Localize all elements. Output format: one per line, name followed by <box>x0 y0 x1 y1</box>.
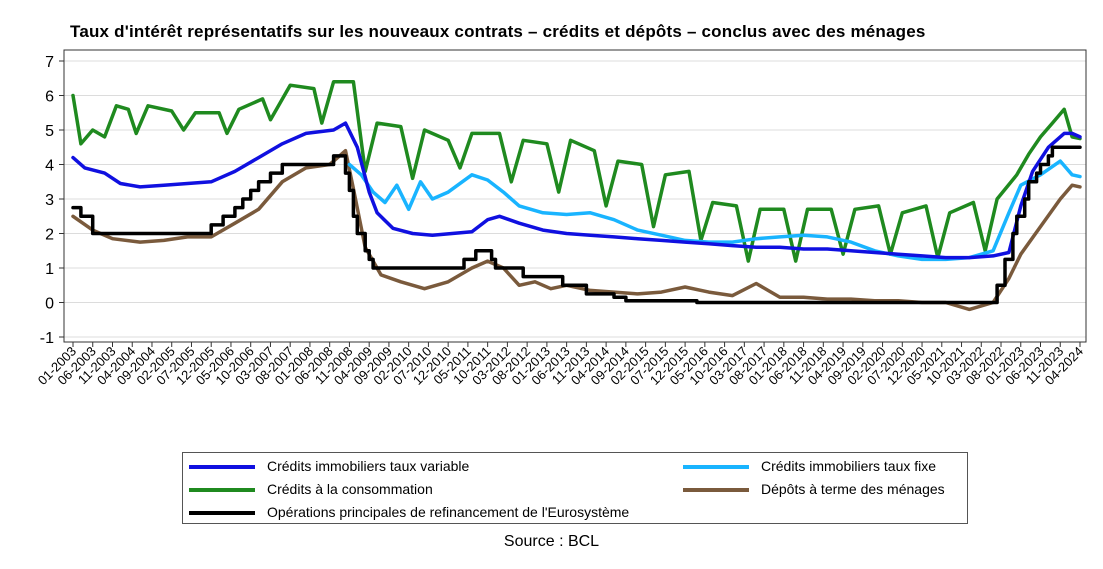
legend-swatch <box>189 488 255 492</box>
y-axis: -1 0 1 2 3 4 5 6 7 <box>40 54 64 347</box>
legend-swatch <box>683 465 749 469</box>
chart-title: Taux d'intérêt représentatifs sur les no… <box>70 22 926 41</box>
series-line <box>71 121 1082 260</box>
y-tick-label: 6 <box>45 89 54 106</box>
legend-label: Dépôts à terme des ménages <box>761 481 945 497</box>
gridlines <box>64 60 1086 338</box>
y-tick-label: 3 <box>45 192 54 209</box>
legend-label: Crédits immobiliers taux variable <box>267 458 470 474</box>
y-tick-label: 5 <box>45 123 54 140</box>
series-lines <box>71 79 1082 312</box>
legend-label: Crédits immobiliers taux fixe <box>761 458 937 474</box>
y-tick-label: 1 <box>45 261 54 278</box>
series-line <box>71 79 1082 263</box>
y-tick-label: 7 <box>45 54 54 71</box>
legend-swatch <box>683 488 749 492</box>
legend-label: Opérations principales de refinancement … <box>267 504 630 520</box>
y-tick-label: 2 <box>45 227 54 244</box>
legend-label: Crédits à la consommation <box>267 481 433 497</box>
y-tick-label: -1 <box>40 330 54 347</box>
y-tick-label: 0 <box>45 296 54 313</box>
y-tick-label: 4 <box>45 158 54 175</box>
x-axis: 01-200306-200311-200304-200409-200402-20… <box>35 342 1086 388</box>
source-note: Source : BCL <box>503 533 600 550</box>
legend-swatch <box>189 511 255 515</box>
line-chart: -1 0 1 2 3 4 5 6 7 01-200306-200311-200304-20040… <box>35 49 1087 388</box>
legend-swatch <box>189 465 255 469</box>
plot-frame <box>63 49 1087 343</box>
series-line <box>71 145 1082 305</box>
legend: Crédits immobiliers taux variable Crédit… <box>182 452 968 524</box>
